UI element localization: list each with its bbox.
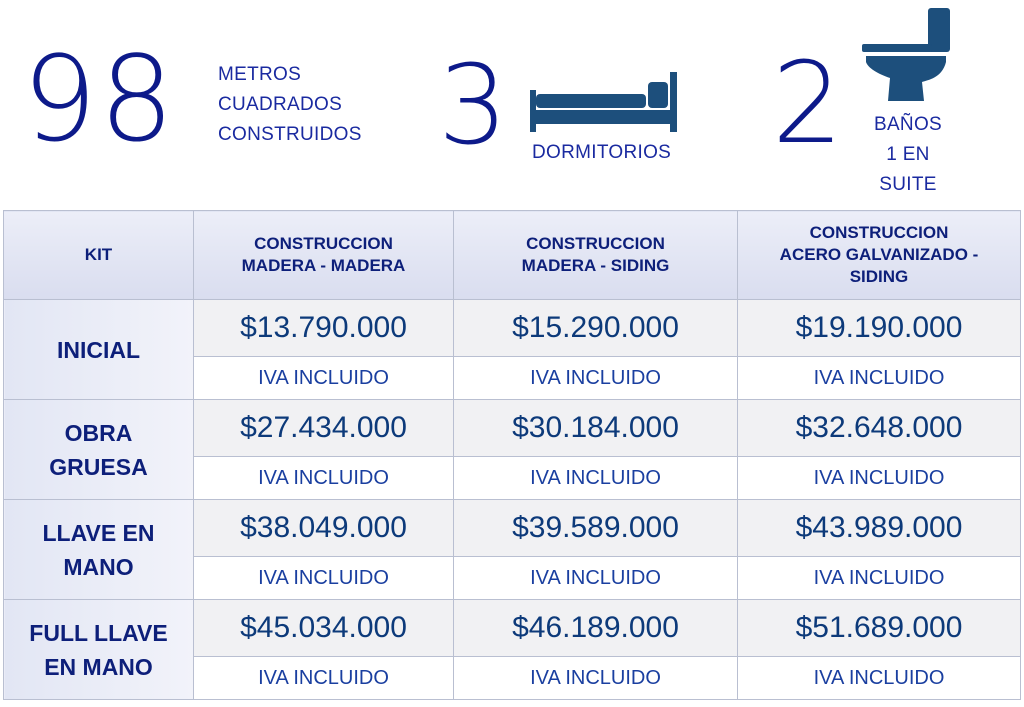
- table-row: LLAVE EN MANO $38.049.000 $39.589.000 $4…: [3, 499, 1021, 600]
- area-label-line-2: CUADRADOS: [218, 94, 343, 115]
- iva-note: IVA INCLUIDO: [737, 556, 1021, 600]
- iva-note: IVA INCLUIDO: [453, 656, 738, 700]
- price-table: KIT CONSTRUCCION MADERA - MADERA CONSTRU…: [3, 210, 1021, 700]
- iva-note: IVA INCLUIDO: [453, 356, 738, 400]
- row-label-full-llave-en-mano: FULL LLAVE EN MANO: [3, 599, 194, 700]
- iva-note: IVA INCLUIDO: [453, 456, 738, 500]
- price-cell: $19.190.000: [737, 299, 1021, 357]
- header-line: MADERA - SIDING: [521, 256, 670, 275]
- header-acero-siding: CONSTRUCCION ACERO GALVANIZADO - SIDING: [737, 210, 1021, 300]
- table-row: IVA INCLUIDO IVA INCLUIDO IVA INCLUIDO: [4, 556, 1021, 600]
- bathrooms-label-line-3: SUITE: [879, 174, 937, 195]
- header-line: CONSTRUCCION: [809, 223, 949, 242]
- row-label-line: OBRA: [64, 419, 133, 446]
- price-cell: $46.189.000: [453, 599, 738, 657]
- area-value: 98: [22, 30, 177, 168]
- bathrooms-label: BAÑOS 1 EN SUITE: [868, 110, 948, 200]
- row-label-llave-en-mano: LLAVE EN MANO: [3, 499, 194, 600]
- row-label-line: MANO: [63, 553, 134, 580]
- area-label: METROS CUADRADOS CONSTRUIDOS: [218, 60, 362, 150]
- header-line: ACERO GALVANIZADO -: [779, 245, 979, 264]
- iva-note: IVA INCLUIDO: [193, 356, 454, 400]
- iva-note: IVA INCLUIDO: [193, 456, 454, 500]
- row-label-line: LLAVE EN: [42, 519, 155, 546]
- area-label-line-1: METROS: [218, 64, 302, 85]
- iva-note: IVA INCLUIDO: [193, 556, 454, 600]
- table-row: IVA INCLUIDO IVA INCLUIDO IVA INCLUIDO: [4, 356, 1021, 400]
- bathrooms-value: 2: [772, 39, 846, 169]
- bed-icon: [530, 72, 677, 132]
- row-label-line: EN MANO: [44, 653, 153, 680]
- row-label-line: GRUESA: [49, 453, 148, 480]
- price-cell: $30.184.000: [453, 399, 738, 457]
- header-line: CONSTRUCCION: [526, 234, 665, 253]
- price-cell: $51.689.000: [737, 599, 1021, 657]
- price-cell: $38.049.000: [193, 499, 454, 557]
- table-row: FULL LLAVE EN MANO $45.034.000 $46.189.0…: [3, 599, 1021, 700]
- bathrooms-label-line-2: 1 EN: [886, 144, 930, 165]
- bedrooms-value: 3: [438, 41, 510, 169]
- price-cell: $15.290.000: [453, 299, 738, 357]
- iva-note: IVA INCLUIDO: [737, 456, 1021, 500]
- bedrooms-label: DORMITORIOS: [532, 142, 672, 163]
- row-label-line: FULL LLAVE: [29, 619, 168, 646]
- table-row: INICIAL $13.790.000 $15.290.000 $19.190.…: [3, 299, 1021, 400]
- row-label-line: INICIAL: [56, 336, 141, 363]
- header-madera-siding: CONSTRUCCION MADERA - SIDING: [453, 210, 738, 300]
- iva-note: IVA INCLUIDO: [453, 556, 738, 600]
- iva-note: IVA INCLUIDO: [193, 656, 454, 700]
- toilet-icon: [862, 8, 950, 101]
- bathrooms-label-line-1: BAÑOS: [873, 114, 943, 135]
- area-label-line-3: CONSTRUIDOS: [218, 124, 362, 145]
- price-cell: $39.589.000: [453, 499, 738, 557]
- header-line: SIDING: [849, 267, 909, 286]
- price-cell: $43.989.000: [737, 499, 1021, 557]
- table-row: IVA INCLUIDO IVA INCLUIDO IVA INCLUIDO: [4, 656, 1021, 700]
- table-header-row: KIT CONSTRUCCION MADERA - MADERA CONSTRU…: [3, 210, 1021, 300]
- table-row: IVA INCLUIDO IVA INCLUIDO IVA INCLUIDO: [4, 456, 1021, 500]
- row-label-obra-gruesa: OBRA GRUESA: [3, 399, 194, 500]
- price-cell: $13.790.000: [193, 299, 454, 357]
- price-cell: $45.034.000: [193, 599, 454, 657]
- header-kit: KIT: [3, 210, 194, 300]
- table-row: OBRA GRUESA $27.434.000 $30.184.000 $32.…: [3, 399, 1021, 500]
- price-cell: $32.648.000: [737, 399, 1021, 457]
- iva-note: IVA INCLUIDO: [737, 656, 1021, 700]
- header-line: MADERA - MADERA: [241, 256, 406, 275]
- price-cell: $27.434.000: [193, 399, 454, 457]
- iva-note: IVA INCLUIDO: [737, 356, 1021, 400]
- header-madera-madera: CONSTRUCCION MADERA - MADERA: [193, 210, 454, 300]
- header-line: CONSTRUCCION: [254, 234, 393, 253]
- row-label-inicial: INICIAL: [3, 299, 194, 400]
